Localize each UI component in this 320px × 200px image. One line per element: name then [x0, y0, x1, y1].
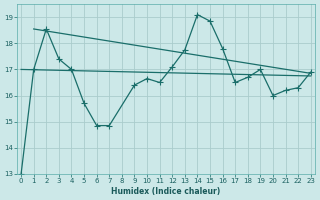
X-axis label: Humidex (Indice chaleur): Humidex (Indice chaleur) — [111, 187, 220, 196]
